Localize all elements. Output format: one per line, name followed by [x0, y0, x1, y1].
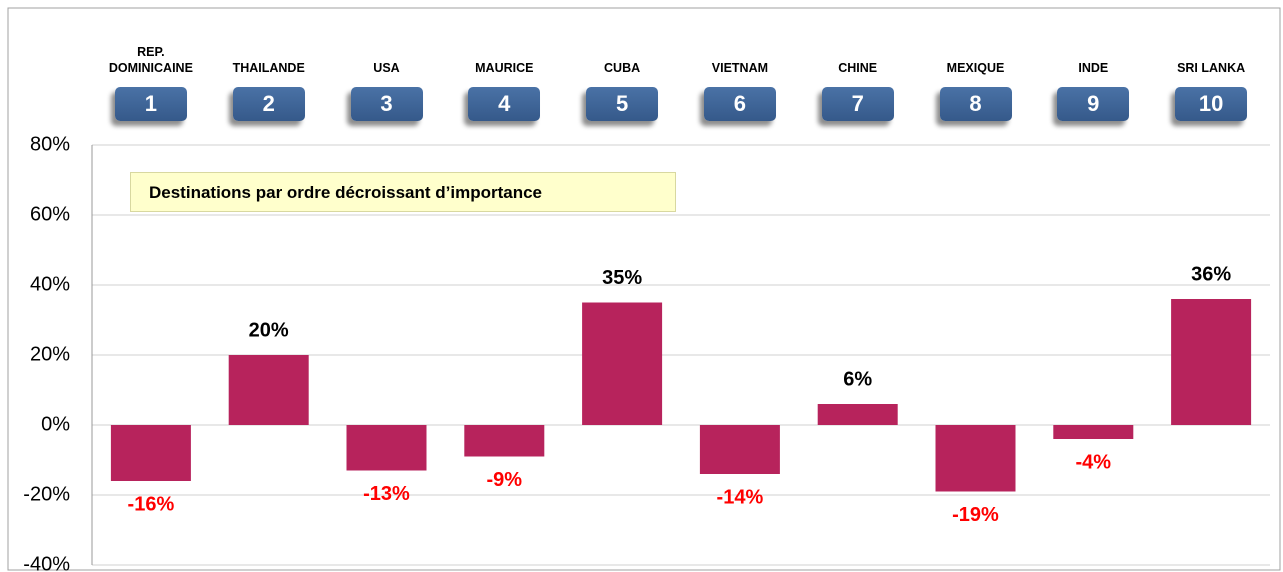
- y-tick-label: -40%: [23, 553, 70, 572]
- y-tick-label: 20%: [30, 343, 70, 365]
- value-label: -13%: [363, 483, 410, 505]
- rank-badge: 3: [350, 87, 423, 121]
- bar: [1171, 299, 1252, 425]
- bar: [110, 425, 191, 481]
- category-label: THAILANDE: [232, 61, 305, 75]
- rank-badge: 2: [232, 87, 305, 121]
- value-label: -9%: [487, 469, 523, 491]
- y-tick-label: 0%: [41, 413, 70, 435]
- category-label: SRI LANKA: [1177, 61, 1246, 75]
- chart-border: [7, 7, 1281, 571]
- value-label: 36%: [1191, 263, 1231, 285]
- category-label: CUBA: [604, 61, 641, 75]
- category-label: MAURICE: [475, 61, 534, 75]
- y-tick-label: -20%: [23, 483, 70, 505]
- category-label: CHINE: [838, 61, 878, 75]
- bar: [582, 302, 663, 425]
- rank-badge: 9: [1057, 87, 1130, 121]
- bar: [699, 425, 780, 474]
- bar: [464, 425, 545, 457]
- y-tick-label: 40%: [30, 273, 70, 295]
- y-tick-label: 60%: [30, 203, 70, 225]
- rank-badge: 1: [114, 87, 187, 121]
- bar: [817, 404, 898, 425]
- y-tick-label: 80%: [30, 133, 70, 155]
- value-label: 20%: [249, 319, 289, 341]
- rank-badge: 8: [939, 87, 1012, 121]
- category-label: REP. DOMINICAINE: [108, 45, 193, 75]
- value-label: -19%: [952, 504, 999, 526]
- category-label: INDE: [1078, 61, 1109, 75]
- rank-badge: 10: [1175, 87, 1248, 121]
- category-label: USA: [373, 61, 400, 75]
- value-label: 6%: [843, 368, 872, 390]
- rank-badge: 6: [703, 87, 776, 121]
- rank-badge: 4: [468, 87, 541, 121]
- bar: [228, 355, 309, 425]
- value-label: -16%: [128, 493, 175, 515]
- bar: [935, 425, 1016, 492]
- bar: [346, 425, 427, 471]
- value-label: -4%: [1076, 451, 1112, 473]
- category-label: MEXIQUE: [946, 61, 1005, 75]
- value-label: -14%: [717, 486, 764, 508]
- annotation: Destinations par ordre décroissant d’imp…: [130, 172, 676, 212]
- value-label: 35%: [602, 267, 642, 289]
- rank-badge: 5: [586, 87, 659, 121]
- bar: [1053, 425, 1134, 439]
- category-label: VIETNAM: [711, 61, 769, 75]
- rank-badge: 7: [821, 87, 894, 121]
